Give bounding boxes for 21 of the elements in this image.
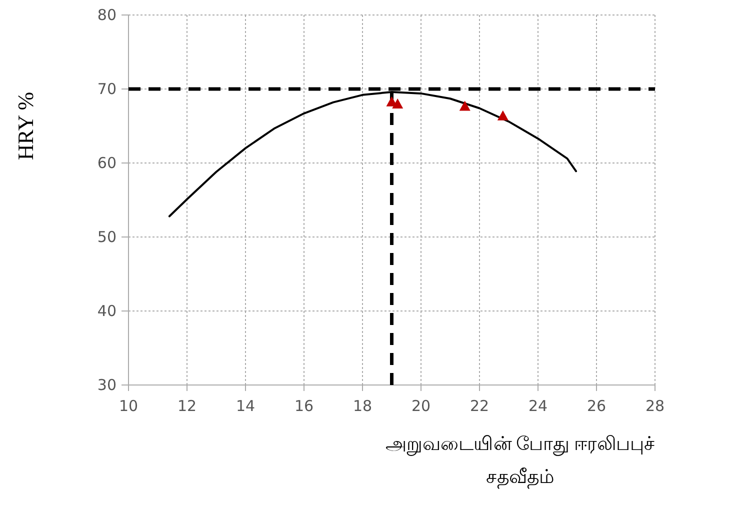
y-axis-title: HRY % (13, 92, 38, 160)
x-tick-label: 22 (470, 397, 490, 415)
x-tick-label: 28 (645, 397, 665, 415)
y-tick-label: 80 (97, 6, 116, 24)
y-tick-label: 30 (97, 376, 116, 394)
y-tick-label: 40 (97, 302, 116, 320)
x-axis-title: அறுவடையின் போது ஈரலிபபுச் சதவீதம் (385, 434, 655, 489)
x-tick-label: 12 (177, 397, 197, 415)
point (392, 98, 404, 109)
x-tick-label: 20 (411, 397, 431, 415)
y-tick-label: 50 (97, 228, 116, 246)
x-tick-label: 18 (352, 397, 372, 415)
point (459, 100, 470, 111)
x-tick-label: 10 (118, 397, 138, 415)
x-tick-label: 16 (294, 397, 314, 415)
y-tick-label: 60 (97, 154, 116, 172)
point (497, 110, 508, 120)
x-tick-label: 26 (586, 397, 606, 415)
y-tick-label: 70 (97, 80, 116, 98)
x-tick-label: 24 (528, 397, 548, 415)
x-tick-label: 14 (236, 397, 256, 415)
